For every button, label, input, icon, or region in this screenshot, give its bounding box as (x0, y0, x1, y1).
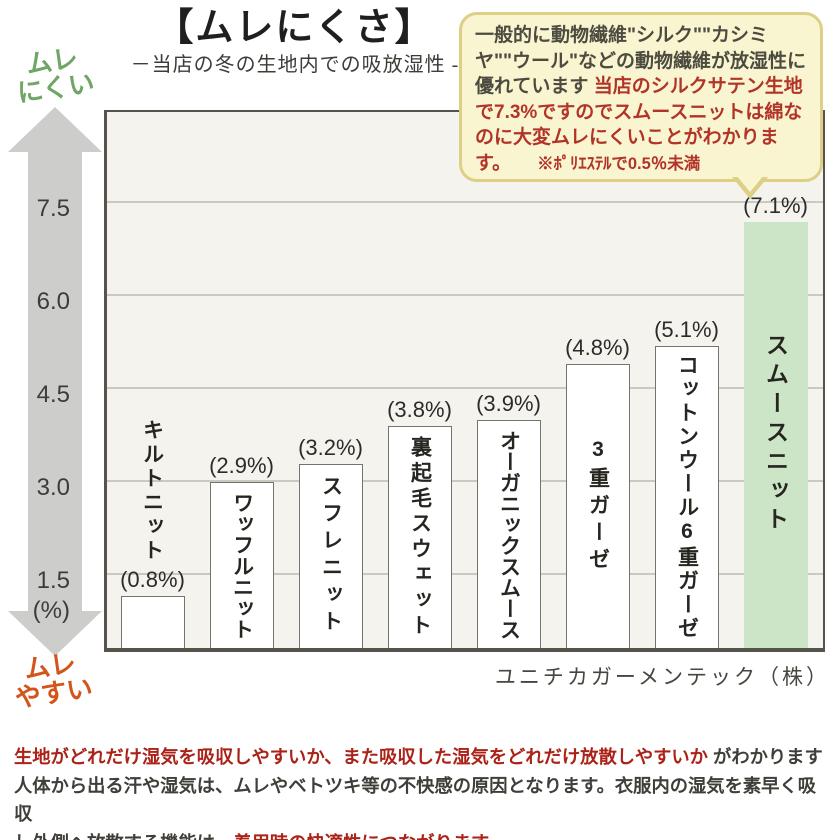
arrow-down-icon (8, 611, 102, 656)
gridline (107, 480, 823, 482)
bar-value-label: (3.8%) (387, 397, 452, 423)
source-attribution: ユニチカガーメンテック（株） (494, 665, 830, 689)
y-axis-tick-label: 3.0 (36, 474, 70, 501)
chart-header: 【ムレにくさ】 －当店の冬の生地内での吸放湿性 - (40, 4, 550, 77)
bar-category-label: 3 重ガーゼ (586, 438, 610, 576)
bar: ワッフルニット (209, 482, 274, 648)
gridline (107, 201, 823, 203)
plot-area: (0.8%) キルトニットワッフルニット (2.9%) スフレニット (3.2%) 裏起毛… (104, 110, 825, 652)
footer-line3-red: 着用時の快適性につながります。 (233, 832, 505, 840)
bar-category-label: ワッフルニット (230, 491, 254, 640)
y-axis: ムレ にくい 7.5 6.0 4.5 3.0 1.5 (%) ムレ やすい (0, 0, 105, 720)
y-axis-tick-label: 6.0 (36, 288, 70, 315)
footer-line1-red: 生地がどれだけ湿気を吸収しやすいか、また吸収した湿気をどれだけ放散しやすいか (14, 746, 708, 767)
arrow-up-icon (8, 107, 102, 152)
annotation-text-general: 一般的に動物繊維"シルク""カシミヤ""ウール"などの動物繊維が放湿性に優れてい… (475, 25, 807, 97)
annotation-text: 一般的に動物繊維"シルク""カシミヤ""ウール"などの動物繊維が放湿性に優れてい… (475, 23, 808, 177)
annotation-note: ※ﾎﾟﾘｴｽﾃﾙで0.5％未満 (537, 154, 701, 173)
bar-value-label: (3.9%) (476, 391, 541, 417)
bar-value-label: (3.2%) (298, 434, 363, 460)
gridline (107, 573, 823, 575)
bar-category-label: コットンウール 6 重ガーゼ (675, 354, 699, 641)
annotation-bubble: 一般的に動物繊維"シルク""カシミヤ""ウール"などの動物繊維が放湿性に優れてい… (459, 12, 823, 199)
y-axis-tick-label: 4.5 (36, 381, 70, 408)
bar-value-label: (2.9%) (209, 453, 274, 479)
page-subtitle: －当店の冬の生地内での吸放湿性 - (130, 54, 460, 77)
page-title: 【ムレにくさ】 (155, 7, 435, 49)
bar-category-label: キルトニット (140, 419, 164, 563)
bar (120, 596, 185, 648)
arrow-stem (28, 150, 82, 612)
bar-highlighted: スムースニット (743, 221, 808, 648)
y-axis-tick-label: 1.5 (36, 567, 70, 594)
footer-line2: 人体から出る汗や湿気は、ムレやベトツキ等の不快感の原因となります。衣服内の湿気を… (14, 774, 816, 825)
bar: スフレニット (298, 463, 363, 648)
annotation-text-highlight: 当店のシルクサテン生地で7.3%ですのでスムースニットは綿なのに大変ムレにくいこ… (475, 76, 803, 174)
bar-category-label: スフレニット (319, 475, 343, 638)
y-axis-unit-label: (%) (32, 597, 70, 624)
bar: コットンウール 6 重ガーゼ (654, 345, 719, 648)
axis-label-bottom: ムレ やすい (0, 646, 107, 714)
bar-category-label: オーガニックスムース (497, 429, 521, 640)
bar-category-label: 裏起毛スウェット (408, 436, 432, 640)
footer-line1: 生地がどれだけ湿気を吸収しやすいか、また吸収した湿気をどれだけ放散しやすいか が… (14, 743, 832, 772)
bar: オーガニックスムース (476, 420, 541, 648)
bar: 3 重ガーゼ (565, 364, 630, 648)
gridline (107, 294, 823, 296)
footer-line3: し外側へ放散する機能は、着用時の快適性につながります。 (14, 829, 832, 840)
bar: 裏起毛スウェット (387, 426, 452, 648)
bar-category-label: スムースニット (762, 333, 789, 537)
footer-text: 生地がどれだけ湿気を吸収しやすいか、また吸収した湿気をどれだけ放散しやすいか が… (14, 743, 832, 840)
gridline (107, 387, 823, 389)
footer-line3-dark: し外側へ放散する機能は、 (14, 832, 233, 840)
bubble-tail-fill (736, 175, 764, 192)
footer-line1-dark: がわかります (707, 746, 823, 767)
bar-value-label: (0.8%) (120, 567, 185, 592)
bar-value-label: (5.1%) (654, 316, 719, 342)
y-axis-tick-label: 7.5 (36, 195, 70, 222)
bar-value-label: (4.8%) (565, 335, 630, 361)
